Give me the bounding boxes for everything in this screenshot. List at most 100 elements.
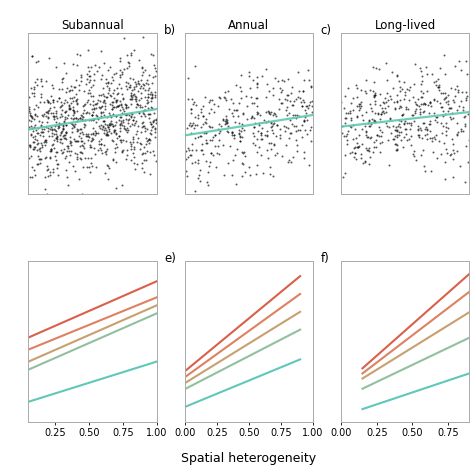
- Point: [118, 101, 125, 109]
- Point: [303, 102, 311, 109]
- Point: [204, 169, 212, 176]
- Point: [417, 124, 424, 132]
- Point: [99, 84, 107, 92]
- Point: [337, 98, 345, 106]
- Point: [383, 89, 391, 97]
- Point: [393, 127, 401, 134]
- Point: [29, 145, 37, 152]
- Point: [228, 171, 236, 179]
- Point: [224, 118, 231, 126]
- Point: [52, 130, 60, 137]
- Point: [43, 96, 51, 104]
- Point: [436, 100, 444, 107]
- Point: [199, 120, 206, 128]
- Point: [421, 125, 429, 132]
- Point: [31, 78, 39, 85]
- Point: [84, 132, 91, 140]
- Point: [70, 123, 78, 131]
- Point: [45, 55, 53, 62]
- Point: [347, 123, 355, 131]
- Point: [410, 118, 418, 125]
- Point: [230, 99, 237, 107]
- Point: [347, 114, 355, 122]
- Point: [412, 106, 420, 113]
- Point: [104, 132, 112, 139]
- Point: [393, 133, 401, 141]
- Point: [359, 116, 366, 123]
- Point: [338, 129, 346, 137]
- Point: [84, 130, 92, 138]
- Point: [120, 94, 128, 102]
- Point: [439, 107, 447, 115]
- Point: [353, 113, 360, 121]
- Point: [66, 105, 73, 112]
- Point: [187, 109, 195, 117]
- Point: [396, 123, 403, 131]
- Point: [355, 102, 363, 109]
- Point: [56, 103, 64, 110]
- Point: [95, 103, 103, 110]
- Point: [44, 99, 51, 106]
- Point: [284, 96, 292, 104]
- Point: [392, 140, 400, 148]
- Point: [141, 169, 148, 176]
- Point: [87, 168, 94, 176]
- Point: [54, 204, 61, 212]
- Point: [309, 102, 316, 109]
- Point: [71, 107, 78, 115]
- Point: [438, 151, 445, 158]
- Point: [99, 98, 106, 106]
- Point: [392, 127, 400, 134]
- Point: [33, 81, 40, 88]
- Point: [426, 98, 434, 105]
- Point: [281, 127, 289, 135]
- Point: [348, 117, 356, 124]
- Point: [292, 127, 300, 134]
- Point: [104, 123, 112, 130]
- Point: [377, 110, 384, 118]
- Point: [225, 159, 232, 166]
- Point: [416, 109, 424, 117]
- Point: [362, 87, 369, 95]
- Point: [91, 76, 98, 84]
- Point: [146, 135, 153, 142]
- Point: [122, 82, 129, 90]
- Point: [387, 129, 395, 137]
- Point: [405, 119, 413, 127]
- Point: [73, 76, 80, 83]
- Point: [293, 111, 301, 119]
- Point: [105, 86, 113, 94]
- Point: [45, 106, 53, 114]
- Point: [73, 99, 81, 107]
- Point: [29, 133, 36, 140]
- Point: [73, 137, 81, 145]
- Point: [265, 109, 273, 117]
- Point: [409, 93, 417, 101]
- Point: [147, 97, 155, 104]
- Point: [55, 94, 63, 101]
- Point: [113, 90, 121, 98]
- Point: [460, 107, 467, 114]
- Point: [444, 97, 452, 104]
- Point: [381, 99, 388, 107]
- Point: [69, 111, 77, 119]
- Point: [140, 122, 147, 130]
- Point: [102, 93, 109, 101]
- Point: [206, 124, 214, 131]
- Point: [99, 122, 107, 130]
- Point: [76, 114, 84, 122]
- Point: [53, 134, 61, 141]
- Point: [428, 137, 436, 144]
- Point: [426, 118, 433, 125]
- Point: [103, 130, 110, 138]
- Point: [238, 120, 246, 128]
- Point: [289, 101, 296, 109]
- Point: [451, 85, 458, 93]
- Point: [262, 108, 270, 115]
- Point: [208, 149, 215, 157]
- Point: [125, 28, 132, 36]
- Point: [148, 91, 155, 99]
- Point: [40, 98, 47, 105]
- Point: [264, 107, 272, 115]
- Point: [341, 114, 348, 122]
